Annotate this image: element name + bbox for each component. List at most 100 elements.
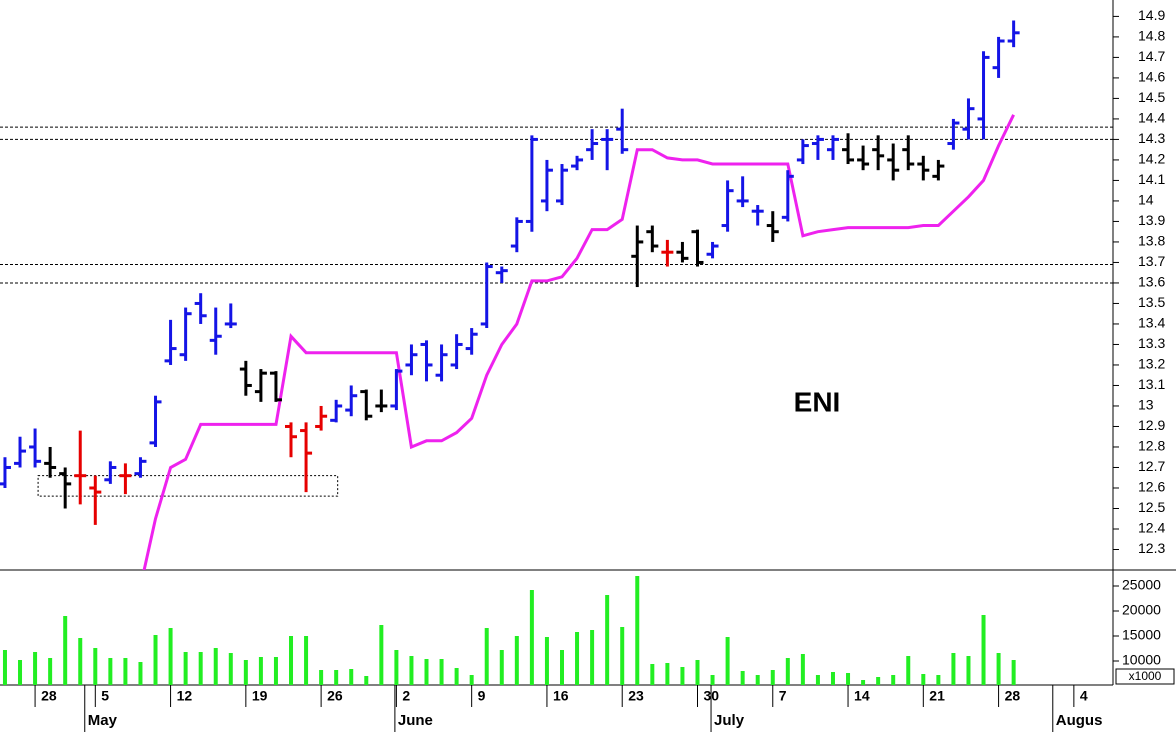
ohlc-bar: [661, 239, 674, 267]
volume-bar: [725, 637, 730, 685]
volume-bar: [469, 675, 474, 685]
ohlc-bar: [932, 159, 945, 181]
volume-bar: [258, 657, 263, 685]
volume-bar: [635, 576, 640, 685]
volume-bar: [770, 670, 775, 685]
ohlc-bar: [89, 475, 102, 525]
volume-bar: [755, 675, 760, 685]
ohlc-bar: [571, 155, 584, 171]
volume-bar: [499, 650, 504, 685]
y-tick-label: 12.7: [1138, 458, 1165, 474]
volume-bar: [379, 625, 384, 685]
volume-tick-label: 10000: [1122, 652, 1161, 668]
ohlc-bar: [676, 241, 689, 263]
ohlc-bar: [0, 457, 11, 488]
ohlc-bar: [842, 133, 855, 165]
ohlc-bar: [826, 135, 839, 160]
ohlc-bar: [962, 98, 975, 140]
ohlc-bar: [917, 155, 930, 181]
x-tick-label: 5: [101, 688, 109, 704]
ohlc-bar: [104, 461, 117, 484]
ohlc-bar: [14, 436, 27, 468]
volume-bar: [243, 660, 248, 685]
x-tick-label: 28: [41, 688, 57, 704]
y-tick-label: 13.1: [1138, 376, 1165, 392]
x-tick-label: 4: [1080, 688, 1088, 704]
ohlc-bar: [646, 225, 659, 253]
ohlc-bar: [781, 170, 794, 222]
y-tick-label: 13.3: [1138, 335, 1165, 351]
ohlc-bar: [360, 389, 373, 421]
volume-bar: [108, 658, 113, 685]
volume-bar: [123, 658, 128, 685]
volume-bar: [740, 671, 745, 685]
ohlc-bar: [209, 307, 222, 355]
volume-bar: [228, 653, 233, 685]
ohlc-bar: [691, 229, 704, 267]
y-tick-label: 12.5: [1138, 499, 1165, 515]
volume-bar: [966, 656, 971, 685]
volume-bar: [951, 653, 956, 685]
y-tick-label: 14.4: [1138, 110, 1165, 126]
volume-bar: [981, 615, 986, 685]
x-tick-label: 14: [854, 688, 870, 704]
ohlc-bar: [450, 334, 463, 370]
y-tick-label: 13.5: [1138, 294, 1165, 310]
volume-bar: [319, 670, 324, 685]
volume-bar: [484, 628, 489, 685]
ohlc-bar: [194, 293, 207, 324]
annotation: ENI: [794, 386, 841, 417]
x-tick-label: 21: [929, 688, 945, 704]
y-tick-label: 14.2: [1138, 151, 1165, 167]
volume-bar: [830, 672, 835, 685]
y-tick-label: 12.6: [1138, 479, 1165, 495]
volume-bar: [424, 659, 429, 685]
volume-unit: x1000: [1129, 669, 1162, 683]
y-tick-label: 12.8: [1138, 438, 1165, 454]
ohlc-bar: [586, 129, 599, 160]
volume-bar: [710, 675, 715, 685]
month-label: July: [714, 712, 745, 729]
ohlc-bar: [285, 422, 298, 458]
volume-bar: [168, 628, 173, 685]
month-label: May: [88, 712, 118, 729]
volume-bar: [304, 636, 309, 685]
y-tick-label: 14.9: [1138, 7, 1165, 23]
x-tick-label: 19: [252, 688, 268, 704]
volume-bar: [876, 677, 881, 685]
ohlc-bar: [796, 139, 809, 165]
y-tick-label: 13.4: [1138, 315, 1165, 331]
volume-bar: [544, 637, 549, 685]
ohlc-bar: [721, 180, 734, 232]
month-label: June: [398, 712, 433, 729]
ohlc-bar: [330, 399, 343, 423]
x-tick-label: 28: [1005, 688, 1021, 704]
ohlc-bar: [1007, 20, 1020, 48]
ohlc-bar: [435, 344, 448, 382]
volume-bar: [439, 659, 444, 685]
volume-bar: [861, 680, 866, 685]
ohlc-bar: [872, 135, 885, 171]
stop-line: [142, 114, 1015, 570]
y-tick-label: 13.6: [1138, 274, 1165, 290]
ohlc-bar: [254, 369, 267, 402]
y-tick-label: 13.9: [1138, 212, 1165, 228]
ohlc-bar: [510, 217, 523, 253]
volume-bar: [198, 652, 203, 685]
x-tick-label: 12: [177, 688, 193, 704]
x-tick-label: 23: [628, 688, 644, 704]
ohlc-bar: [977, 51, 990, 140]
y-tick-label: 13: [1138, 397, 1154, 413]
ohlc-bar: [857, 145, 870, 171]
volume-bar: [665, 663, 670, 685]
volume-bar: [78, 638, 83, 685]
volume-bar: [605, 595, 610, 685]
volume-bar: [800, 654, 805, 685]
ohlc-bar: [164, 319, 177, 365]
ohlc-bar: [480, 262, 493, 329]
volume-bar: [349, 669, 354, 685]
ohlc-bar: [224, 303, 237, 329]
y-tick-label: 14.1: [1138, 171, 1165, 187]
volume-bar: [33, 652, 38, 685]
